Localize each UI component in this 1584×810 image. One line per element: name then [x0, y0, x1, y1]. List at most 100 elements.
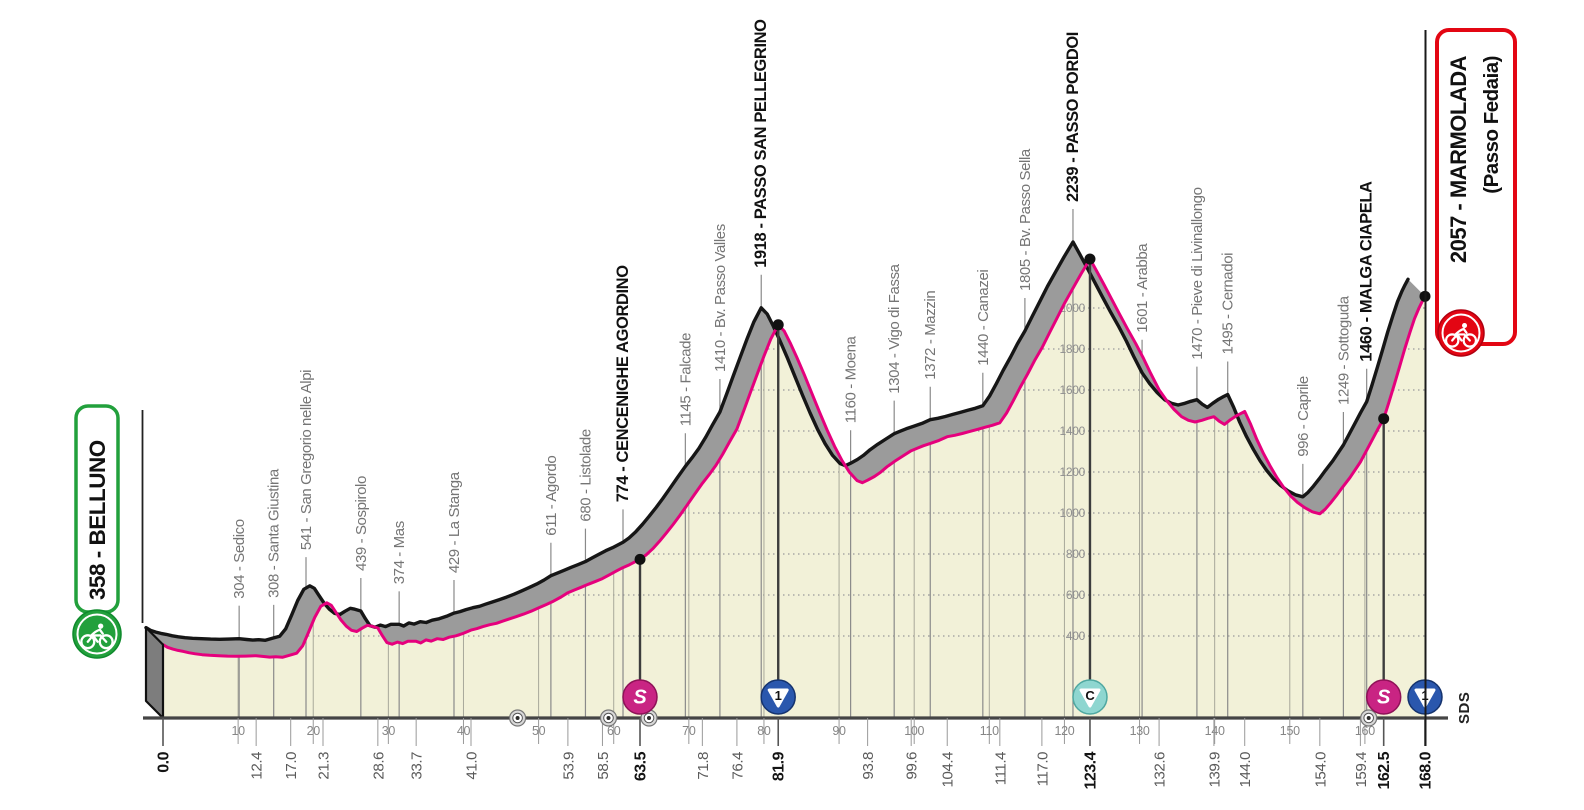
- distance-label: 168.0: [1418, 751, 1435, 789]
- km-tick-label: 120: [1054, 724, 1074, 738]
- km-tick-label: 140: [1205, 724, 1225, 738]
- distance-label: 28.6: [370, 752, 387, 780]
- distance-label: 33.7: [409, 752, 426, 780]
- waypoint-label: 2239 - PASSO PORDOI: [1064, 32, 1082, 202]
- finish-badge-label-line2: (Passo Fedaia): [1480, 56, 1503, 194]
- km-tick-label: 100: [904, 724, 924, 738]
- finish-circle-ring: [1441, 313, 1481, 353]
- km-tick-label: 80: [757, 724, 771, 738]
- svg-text:1: 1: [775, 688, 782, 703]
- svg-text:C: C: [1085, 688, 1095, 703]
- distance-label: 63.5: [633, 751, 650, 781]
- distance-label: 111.4: [992, 752, 1009, 785]
- start-circle-ring: [76, 613, 118, 655]
- waypoint-label: 1460 - MALGA CIAPELA: [1358, 181, 1376, 362]
- waypoint-label: 1160 - Moena: [843, 335, 860, 423]
- profile-line: [161, 257, 1427, 659]
- distance-label: 58.5: [595, 752, 612, 780]
- left-face: [144, 626, 165, 720]
- marker-dot: [634, 553, 646, 565]
- waypoint-label: 308 - Santa Giustina: [266, 468, 283, 598]
- cyclist-icon: [1444, 323, 1478, 348]
- waypoint-label: 1249 - Sottoguda: [1335, 295, 1352, 405]
- waypoint-label: 429 - La Stanga: [446, 471, 463, 573]
- distance-label: 123.4: [1083, 751, 1100, 789]
- km-tick-label: 20: [307, 724, 321, 738]
- distance-label: 71.8: [695, 752, 712, 780]
- waypoint-label: 680 - Listolade: [577, 429, 594, 521]
- waypoint-label: 374 - Mas: [391, 521, 408, 584]
- marker-dot: [772, 319, 784, 331]
- distance-label: 132.6: [1152, 752, 1169, 788]
- distance-label: 53.9: [560, 752, 577, 780]
- km-tick-label: 150: [1280, 724, 1300, 738]
- distance-label: 76.4: [729, 752, 746, 780]
- distance-label: 144.0: [1237, 752, 1254, 788]
- elevation-label: 400: [1066, 629, 1086, 643]
- waypoint-label: 611 - Agordo: [543, 456, 560, 536]
- time-check-icon: 1: [760, 679, 796, 715]
- km-tick-label: 50: [532, 724, 546, 738]
- waypoint-label: 439 - Sospirolo: [353, 476, 370, 571]
- km-tick-label: 90: [832, 724, 846, 738]
- finish-badge: 2057 - MARMOLADA (Passo Fedaia): [1435, 28, 1517, 357]
- finish-circle: [1437, 309, 1485, 357]
- cyclist-icon: [80, 623, 114, 650]
- start-badge-label: 358 - BELLUNO: [85, 440, 110, 600]
- sprint-icon: S: [622, 679, 658, 715]
- distance-label: 104.4: [940, 752, 957, 788]
- svg-text:S: S: [1377, 687, 1391, 709]
- km-tick-label: 70: [682, 724, 696, 738]
- waypoint-label: 1918 - PASSO SAN PELLEGRINO: [752, 19, 770, 268]
- km-tick-label: 30: [382, 724, 396, 738]
- km-tick-label: 130: [1130, 724, 1150, 738]
- waypoint-label: 774 - CENCENIGHE AGORDINO: [614, 265, 632, 502]
- waypoint-label: 1304 - Vigo di Fassa: [886, 263, 903, 393]
- tunnel-icon: [599, 709, 618, 727]
- tunnel-icon: [508, 709, 527, 727]
- km-tick-label: 110: [980, 724, 999, 738]
- distance-label: 99.6: [904, 752, 921, 780]
- distance-label: 81.9: [771, 751, 788, 781]
- km-tick-label: 10: [231, 724, 245, 738]
- cima-coppi-icon: C: [1072, 679, 1108, 715]
- distance-label: 162.5: [1376, 751, 1393, 789]
- waypoint-label: 1601 - Arabba: [1134, 243, 1151, 333]
- distance-label: 93.8: [860, 752, 877, 780]
- waypoint-label: 996 - Caprile: [1295, 376, 1312, 457]
- waypoint-label: 541 - San Gregorio nelle Alpi: [298, 370, 315, 550]
- profile-area: [163, 259, 1425, 718]
- distance-label: 17.0: [283, 752, 300, 780]
- waypoint-label: 1470 - Pieve di Livinallongo: [1189, 187, 1206, 359]
- distance-label: 159.4: [1353, 752, 1370, 788]
- waypoint-label: 1410 - Bv. Passo Valles: [712, 224, 729, 372]
- distance-label: 154.0: [1312, 752, 1329, 788]
- distance-label: 139.9: [1206, 752, 1223, 788]
- km-tick-label: 60: [607, 724, 621, 738]
- km-tick-label: 160: [1355, 724, 1375, 738]
- sprint-icon: S: [1365, 679, 1402, 715]
- credit-label: SDS: [1456, 692, 1473, 724]
- elevation-label: 800: [1066, 547, 1086, 561]
- marker-dot: [1084, 253, 1096, 265]
- waypoint-label: 1145 - Falcade: [677, 333, 694, 426]
- distance-label: 117.0: [1034, 752, 1051, 786]
- distance-label: 0.0: [156, 751, 173, 772]
- waypoint-label: 1440 - Canazei: [975, 270, 992, 366]
- profile-top-edge: [144, 240, 1410, 642]
- tunnel-icon: [1360, 709, 1378, 727]
- waypoint-label: 1495 - Cernadoi: [1220, 253, 1237, 355]
- marker-dot: [1378, 413, 1390, 425]
- finish-badge-label-line1: 2057 - MARMOLADA: [1446, 55, 1471, 263]
- km-tick-label: 40: [457, 724, 471, 738]
- distance-label: 12.4: [249, 752, 266, 780]
- waypoint-label: 1372 - Mazzin: [922, 291, 939, 380]
- waypoint-label: 304 - Sedico: [231, 519, 248, 598]
- distance-label: 21.3: [316, 752, 333, 780]
- start-badge: 358 - BELLUNO: [72, 404, 122, 659]
- start-circle: [72, 609, 122, 659]
- distance-label: 41.0: [464, 752, 481, 780]
